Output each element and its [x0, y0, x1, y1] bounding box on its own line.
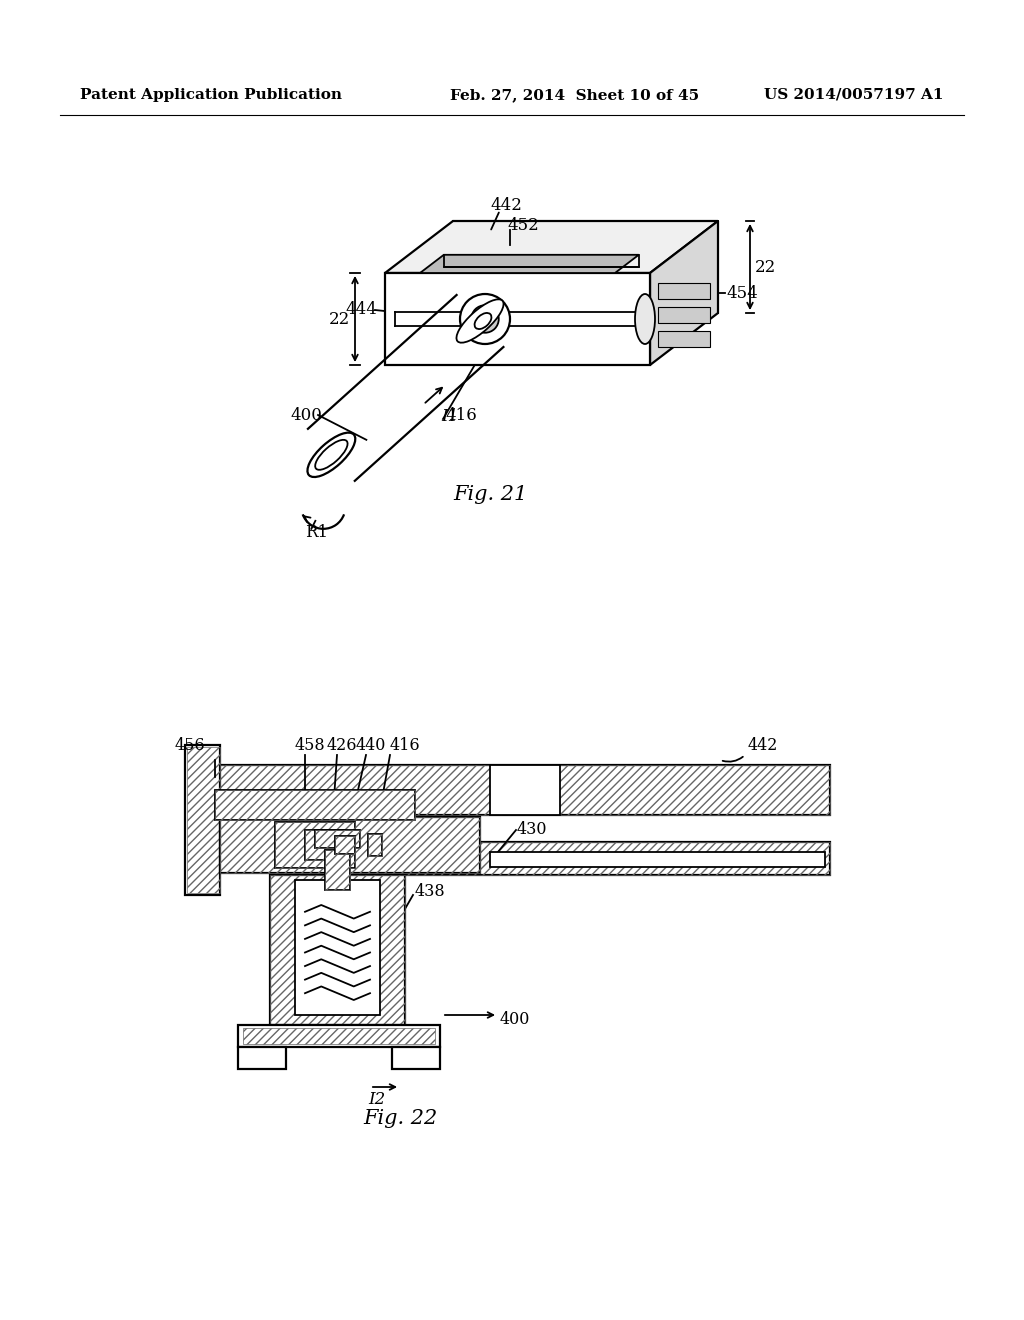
- Bar: [315, 830, 360, 847]
- Polygon shape: [650, 220, 718, 366]
- Bar: [490, 851, 825, 867]
- Text: 458: 458: [295, 737, 326, 754]
- Text: R1: R1: [305, 524, 329, 541]
- Bar: [295, 880, 380, 1015]
- Bar: [325, 850, 350, 890]
- Bar: [215, 789, 415, 820]
- Circle shape: [481, 315, 489, 323]
- Bar: [325, 850, 350, 890]
- Bar: [215, 789, 415, 820]
- Bar: [658, 308, 710, 323]
- Bar: [220, 817, 480, 873]
- Bar: [335, 836, 355, 854]
- Bar: [368, 834, 382, 855]
- Polygon shape: [385, 220, 718, 273]
- Circle shape: [460, 294, 510, 345]
- Text: I1: I1: [441, 408, 459, 425]
- Text: 430: 430: [517, 821, 548, 838]
- Polygon shape: [420, 255, 639, 273]
- Text: Feb. 27, 2014  Sheet 10 of 45: Feb. 27, 2014 Sheet 10 of 45: [450, 88, 699, 102]
- Bar: [275, 822, 355, 869]
- Text: 456: 456: [174, 737, 205, 754]
- Text: 442: 442: [490, 197, 522, 214]
- Bar: [368, 834, 382, 855]
- Bar: [238, 1047, 286, 1069]
- Ellipse shape: [457, 300, 504, 343]
- Text: 426: 426: [327, 737, 357, 754]
- Ellipse shape: [474, 313, 492, 329]
- Bar: [185, 744, 220, 895]
- Bar: [187, 747, 220, 894]
- Text: Fig. 21: Fig. 21: [453, 486, 527, 504]
- Bar: [243, 1028, 435, 1044]
- Text: 400: 400: [500, 1011, 530, 1028]
- Polygon shape: [385, 273, 650, 366]
- Bar: [275, 822, 355, 869]
- Text: US 2014/0057197 A1: US 2014/0057197 A1: [765, 88, 944, 102]
- Text: 22: 22: [755, 259, 776, 276]
- Bar: [215, 766, 830, 814]
- Text: 22: 22: [329, 310, 350, 327]
- Bar: [315, 830, 360, 847]
- Bar: [270, 875, 406, 1026]
- Ellipse shape: [307, 433, 355, 477]
- Circle shape: [471, 305, 499, 333]
- Text: 416: 416: [445, 407, 477, 424]
- Bar: [360, 842, 830, 875]
- Text: 400: 400: [290, 407, 322, 424]
- Ellipse shape: [315, 440, 347, 470]
- Text: 438: 438: [415, 883, 445, 900]
- Bar: [305, 830, 345, 861]
- Text: Fig. 22: Fig. 22: [362, 1109, 437, 1127]
- Ellipse shape: [635, 294, 655, 345]
- Bar: [392, 1047, 440, 1069]
- Bar: [270, 875, 406, 1026]
- Text: 454: 454: [726, 285, 758, 301]
- Text: Patent Application Publication: Patent Application Publication: [80, 88, 342, 102]
- Bar: [658, 331, 710, 347]
- Bar: [360, 842, 830, 875]
- Bar: [335, 836, 355, 854]
- Text: I2: I2: [368, 1090, 385, 1107]
- Bar: [220, 817, 480, 873]
- Text: 416: 416: [390, 737, 421, 754]
- Bar: [305, 830, 345, 861]
- Bar: [238, 1026, 440, 1047]
- Bar: [215, 766, 830, 814]
- Text: 440: 440: [356, 737, 386, 754]
- Text: 442: 442: [748, 737, 778, 754]
- Text: 452: 452: [507, 216, 539, 234]
- Bar: [490, 766, 560, 814]
- Bar: [658, 282, 710, 300]
- Text: 444: 444: [345, 301, 377, 318]
